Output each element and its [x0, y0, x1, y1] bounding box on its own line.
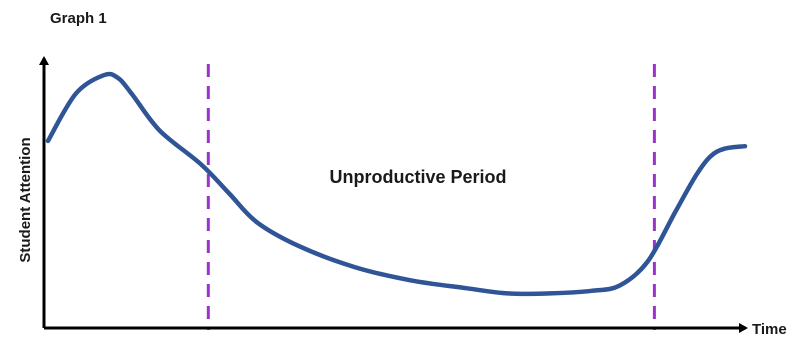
chart-title: Graph 1: [50, 10, 107, 27]
unproductive-period-label: Unproductive Period: [329, 167, 506, 187]
attention-curve-1: [45, 71, 748, 297]
x-axis-label: Time: [752, 321, 787, 338]
y-axis-label: Student Attention: [17, 137, 34, 262]
divider-lines: [206, 64, 656, 330]
series-group: [45, 71, 748, 297]
